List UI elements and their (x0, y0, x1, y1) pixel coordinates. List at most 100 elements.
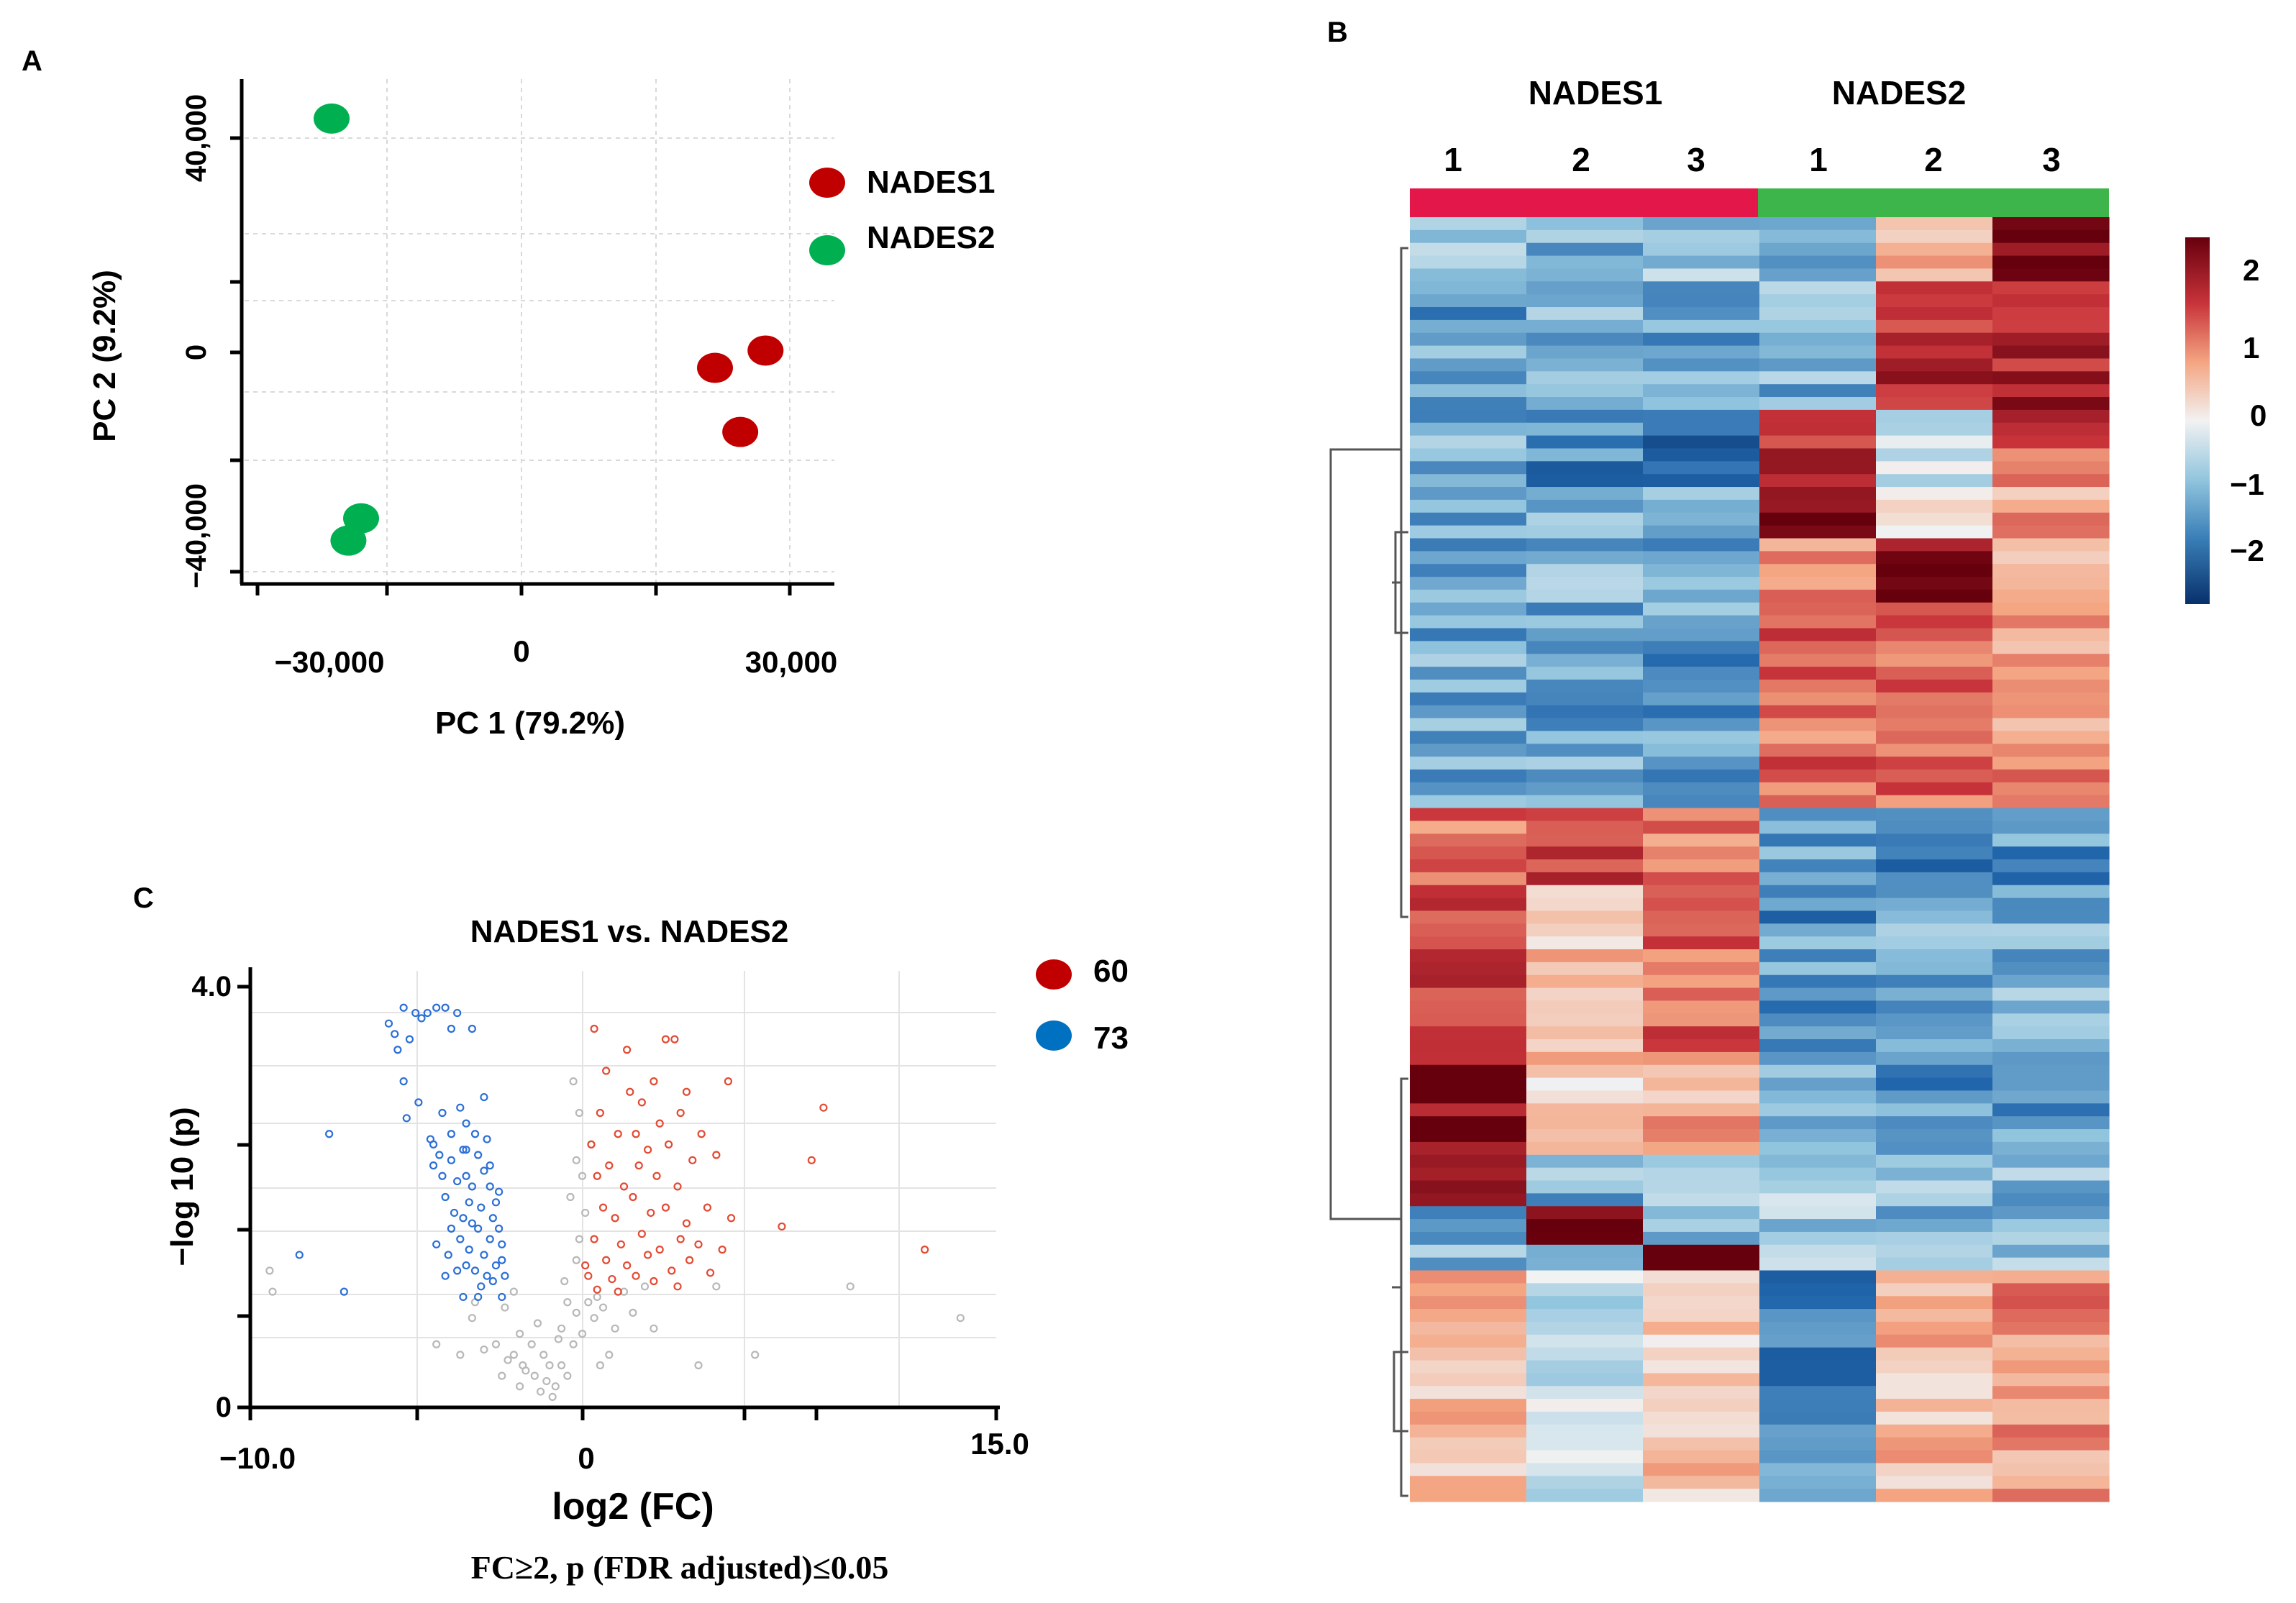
volcano-point-down (340, 1287, 348, 1296)
heatmap-cell (1410, 307, 1527, 321)
heatmap-cell (1526, 782, 1644, 796)
heatmap-cell (1992, 769, 2110, 783)
heatmap-cell (1876, 757, 1993, 770)
volcano-point-ns (539, 1351, 548, 1359)
volcano-point-up (581, 1261, 590, 1270)
volcano-point-down (486, 1161, 494, 1170)
heatmap-cell (1992, 1167, 2110, 1182)
heatmap-cell (1876, 654, 1993, 667)
heatmap-cell (1643, 474, 1760, 488)
heatmap-cell (1992, 1309, 2110, 1323)
volcano-point-ns (581, 1208, 590, 1218)
volcano-point-up (602, 1256, 611, 1264)
heatmap-cell (1759, 487, 1877, 501)
volcano-point-up (726, 1214, 736, 1223)
heatmap-cell (1410, 1476, 1527, 1489)
heatmap-cell (1526, 795, 1644, 809)
heatmap-cell (1992, 448, 2110, 462)
heatmap-cell (1643, 1231, 1760, 1246)
heatmap-cell (1876, 358, 1993, 372)
heatmap-cell (1876, 1231, 1993, 1246)
volcano-point-up (778, 1222, 786, 1231)
heatmap-cell (1643, 1373, 1760, 1387)
heatmap-cell (1410, 499, 1527, 513)
heatmap-cell (1759, 1116, 1877, 1130)
volcano-point-ns (515, 1330, 524, 1338)
heatmap-cell (1526, 628, 1644, 641)
heatmap-cell (1992, 512, 2110, 526)
heatmap-cell (1876, 1167, 1993, 1182)
heatmap-cell (1410, 1129, 1527, 1143)
heatmap-cell (1876, 667, 1993, 680)
heatmap-cell (1410, 435, 1527, 449)
heatmap-cell (1876, 577, 1993, 590)
volcano-point-down (483, 1271, 491, 1280)
heatmap-cell (1526, 1013, 1644, 1027)
volcano-point-down (459, 1146, 468, 1154)
volcano-point-down (453, 1177, 462, 1186)
heatmap-cell (1992, 538, 2110, 552)
heatmap-cell (1526, 229, 1644, 244)
heatmap-cell (1992, 744, 2110, 757)
volcano-point-up (673, 1282, 682, 1291)
heatmap-cell (1992, 705, 2110, 719)
heatmap-cell (1992, 1373, 2110, 1387)
heatmap-cell (1526, 1103, 1644, 1117)
heatmap-cell (1759, 332, 1877, 347)
heatmap-cell (1759, 757, 1877, 770)
heatmap-cell (1643, 1296, 1760, 1310)
heatmap-cell (1526, 1476, 1644, 1489)
heatmap-cell (1876, 615, 1993, 629)
heatmap-cell (1992, 1411, 2110, 1425)
heatmap-cell (1643, 1116, 1760, 1130)
heatmap-cell (1992, 1026, 2110, 1040)
volcano-point-up (652, 1172, 661, 1180)
volcano-points (265, 1003, 965, 1401)
heatmap-cell (1643, 512, 1760, 526)
heatmap-cell (1526, 1334, 1644, 1348)
heatmap-cell (1759, 731, 1877, 744)
heatmap-cell (1992, 602, 2110, 616)
volcano-point-ns (694, 1361, 703, 1370)
legend-label-nades1: NADES1 (867, 165, 996, 200)
panel-c: C NADES1 vs. NADES2 (133, 882, 1129, 1586)
heatmap-cell (1759, 744, 1877, 757)
heatmap-cell (1876, 834, 1993, 847)
heatmap-cell (1992, 1437, 2110, 1451)
heatmap-cell (1759, 1270, 1877, 1284)
volcano-axes (237, 967, 1000, 1420)
heatmap-cell (1526, 949, 1644, 963)
heatmap-cell (1759, 255, 1877, 270)
heatmap-cell (1876, 795, 1993, 809)
heatmap-cell (1759, 1244, 1877, 1259)
heatmap-cell (1643, 615, 1760, 629)
volcano-point-down (450, 1208, 459, 1218)
heatmap-cell (1759, 1206, 1877, 1220)
heatmap-cell (1410, 1309, 1527, 1323)
heatmap-cell (1643, 319, 1760, 334)
heatmap-cell (1643, 731, 1760, 744)
heatmap-cell (1643, 679, 1760, 693)
heatmap-cell (1526, 1193, 1644, 1207)
volcano-point-ns (563, 1371, 572, 1380)
heatmap-cell (1876, 512, 1993, 526)
heatmap-cell (1759, 345, 1877, 360)
heatmap-cell (1992, 679, 2110, 693)
heatmap-cell (1643, 795, 1760, 809)
heatmap-cell (1992, 242, 2110, 257)
volcano-xtick-label: 0 (578, 1441, 594, 1475)
volcano-point-ns (536, 1387, 545, 1396)
heatmap-cell (1526, 885, 1644, 899)
heatmap-cell (1992, 474, 2110, 488)
heatmap-cell (1410, 294, 1527, 308)
heatmap-cell (1410, 1026, 1527, 1040)
heatmap-cell (1759, 962, 1877, 976)
volcano-point-ns (590, 1314, 598, 1323)
heatmap-cell (1643, 667, 1760, 680)
heatmap-cell (1526, 1373, 1644, 1387)
heatmap-cell (1992, 1180, 2110, 1194)
heatmap-cell (1643, 255, 1760, 270)
heatmap-cell (1526, 1064, 1644, 1079)
volcano-point-up (712, 1151, 721, 1159)
heatmap-cell (1410, 885, 1527, 899)
